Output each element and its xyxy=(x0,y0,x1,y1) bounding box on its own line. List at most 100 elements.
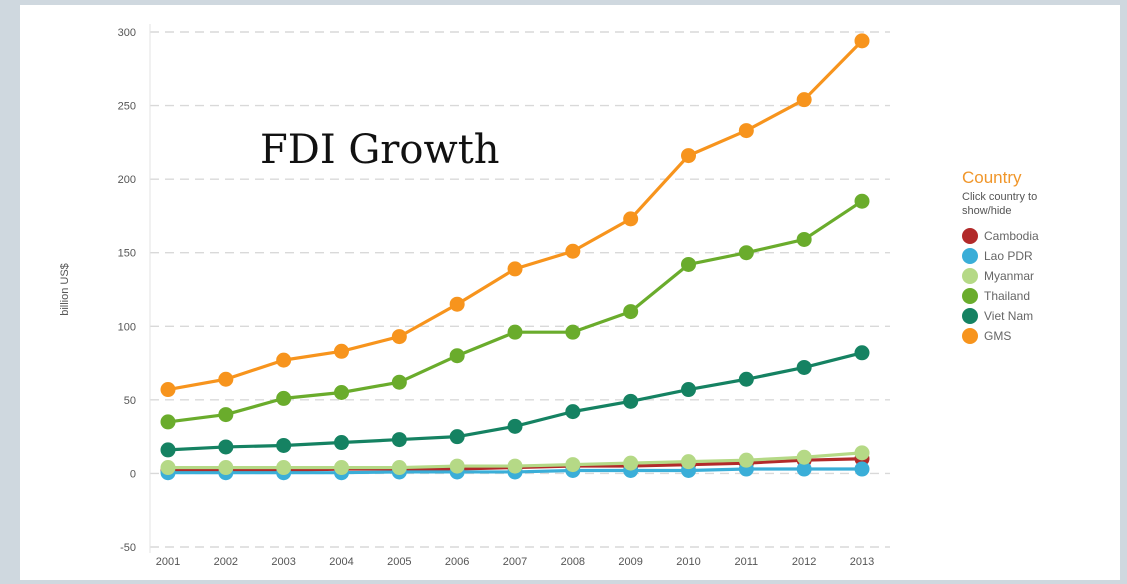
data-point xyxy=(854,345,870,361)
data-point xyxy=(218,439,234,455)
data-point xyxy=(623,393,639,409)
data-point xyxy=(160,442,176,458)
x-tick-label: 2011 xyxy=(735,556,759,568)
y-tick-label: 200 xyxy=(118,174,136,186)
legend-marker-icon xyxy=(962,228,978,244)
legend-marker-icon xyxy=(962,248,978,264)
legend-marker-icon xyxy=(962,268,978,284)
y-tick-label: 50 xyxy=(124,395,136,407)
x-tick-label: 2012 xyxy=(792,556,816,568)
data-point xyxy=(218,371,234,387)
data-point xyxy=(854,33,870,49)
data-point xyxy=(623,455,639,471)
data-point xyxy=(738,123,754,139)
legend-label: Myanmar xyxy=(984,269,1035,283)
data-point xyxy=(565,457,581,473)
data-point xyxy=(796,231,812,247)
data-point xyxy=(160,382,176,398)
data-point xyxy=(854,193,870,209)
data-point xyxy=(623,304,639,320)
line-chart: -50 0 50 100 150 200 250 300 2001 2002 2003 2004 200… xyxy=(59,24,890,568)
legend-items: Cambodia Lao PDR Myanmar Thailand Viet Nam GM… xyxy=(962,226,1112,346)
x-tick-label: 2009 xyxy=(618,556,642,568)
legend-marker-icon xyxy=(962,288,978,304)
legend-item-cambodia[interactable]: Cambodia xyxy=(962,226,1112,246)
series-thailand xyxy=(160,193,870,430)
x-tick-label: 2003 xyxy=(271,556,295,568)
data-point xyxy=(681,382,696,398)
x-tick-label: 2001 xyxy=(156,556,180,568)
axes: -50 0 50 100 150 200 250 300 2001 2002 2003 2004 200… xyxy=(59,24,874,568)
legend-label: Thailand xyxy=(984,289,1031,303)
x-tick-label: 2007 xyxy=(503,556,527,568)
data-point xyxy=(276,460,292,476)
data-point xyxy=(391,460,407,476)
legend-hint: Click country to show/hide xyxy=(962,191,1038,217)
data-point xyxy=(565,324,581,340)
data-point xyxy=(334,460,349,476)
x-tick-label: 2013 xyxy=(850,556,874,568)
data-point xyxy=(565,243,581,259)
x-tick-label: 2005 xyxy=(387,556,411,568)
data-point xyxy=(796,449,812,465)
data-point xyxy=(334,343,349,359)
series-gms xyxy=(160,33,870,398)
series-lines xyxy=(160,33,870,481)
y-tick-label: 150 xyxy=(118,248,136,260)
legend-item-thailand[interactable]: Thailand xyxy=(962,286,1112,306)
series-myanmar xyxy=(160,445,870,476)
data-point xyxy=(449,348,465,364)
data-point xyxy=(738,245,754,261)
data-point xyxy=(391,432,407,448)
data-point xyxy=(160,460,176,476)
data-point xyxy=(796,359,812,375)
data-point xyxy=(218,407,234,423)
legend-item-viet-nam[interactable]: Viet Nam xyxy=(962,306,1112,326)
series-viet-nam xyxy=(160,345,870,458)
legend-label: Lao PDR xyxy=(984,249,1033,263)
legend: Country Click country to show/hide Cambo… xyxy=(962,168,1112,346)
y-axis-label: billion US$ xyxy=(59,263,71,316)
data-point xyxy=(276,352,292,368)
data-point xyxy=(334,385,349,400)
data-point xyxy=(796,92,812,108)
y-tick-label: 300 xyxy=(118,27,136,39)
data-point xyxy=(681,454,696,470)
data-point xyxy=(507,261,523,277)
y-tick-label: 250 xyxy=(118,101,136,113)
data-point xyxy=(854,445,870,461)
data-point xyxy=(681,256,696,272)
data-point xyxy=(623,211,639,227)
x-tick-label: 2004 xyxy=(329,556,353,568)
data-point xyxy=(738,452,754,468)
legend-item-myanmar[interactable]: Myanmar xyxy=(962,266,1112,286)
x-tick-label: 2010 xyxy=(676,556,700,568)
chart-card: -50 0 50 100 150 200 250 300 2001 2002 2003 2004 200… xyxy=(20,5,1120,580)
data-point xyxy=(334,435,349,451)
data-point xyxy=(796,461,812,477)
legend-item-gms[interactable]: GMS xyxy=(962,326,1112,346)
legend-marker-icon xyxy=(962,308,978,324)
x-tick-label: 2006 xyxy=(445,556,469,568)
legend-item-lao-pdr[interactable]: Lao PDR xyxy=(962,246,1112,266)
y-tick-label: 0 xyxy=(130,468,136,480)
data-point xyxy=(391,329,407,345)
data-point xyxy=(738,371,754,387)
overlay-title: FDI Growth xyxy=(260,127,500,173)
legend-label: GMS xyxy=(984,329,1012,343)
data-point xyxy=(681,148,696,164)
x-tick-label: 2008 xyxy=(561,556,585,568)
data-point xyxy=(449,296,465,312)
legend-marker-icon xyxy=(962,328,978,344)
data-point xyxy=(391,374,407,390)
legend-label: Viet Nam xyxy=(984,309,1034,323)
data-point xyxy=(854,461,870,477)
data-point xyxy=(507,458,523,474)
y-tick-label: -50 xyxy=(120,542,136,554)
data-point xyxy=(218,460,234,476)
legend-label: Cambodia xyxy=(984,229,1039,243)
data-point xyxy=(449,429,465,445)
series-line xyxy=(167,199,863,424)
data-point xyxy=(507,324,523,340)
data-point xyxy=(160,414,176,430)
